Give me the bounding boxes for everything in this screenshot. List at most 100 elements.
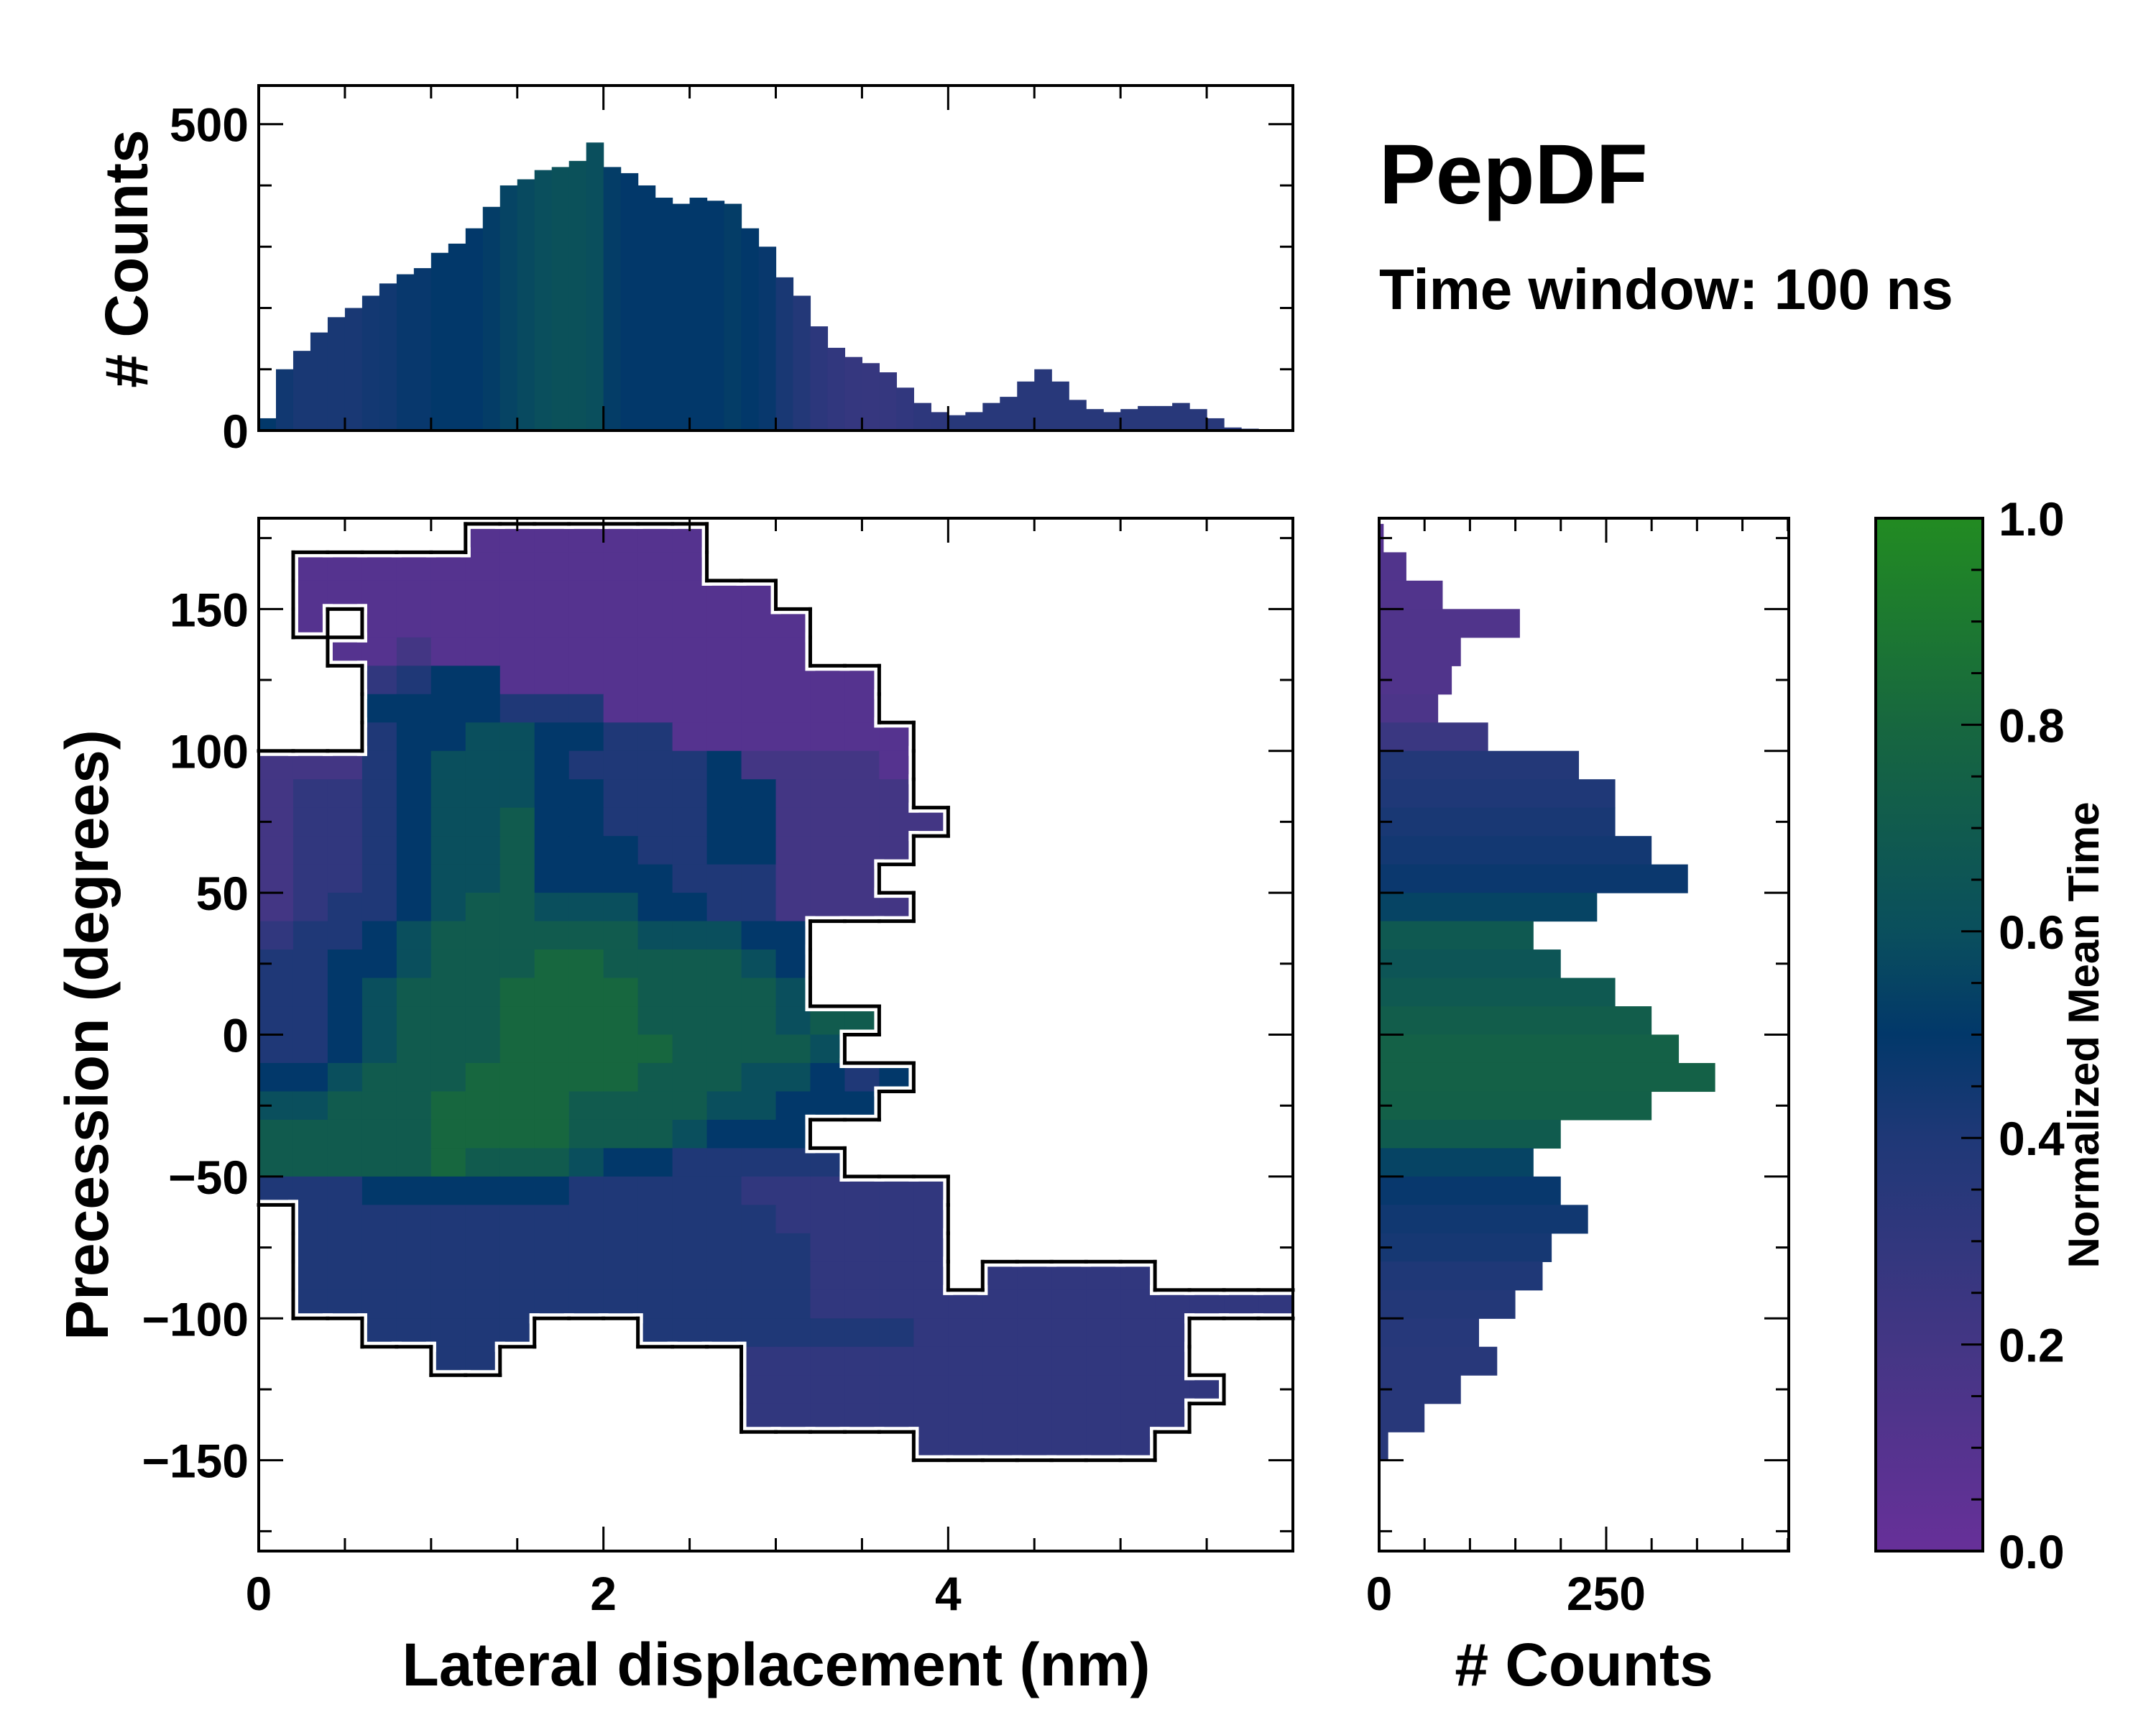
heatmap-cell [465, 580, 501, 610]
histogram-bar [655, 198, 673, 431]
heatmap-cell [534, 779, 570, 809]
heatmap-cell [465, 864, 501, 893]
heatmap-cell [568, 694, 604, 723]
heatmap-cell [1120, 1318, 1156, 1348]
heatmap-cell [775, 1318, 811, 1348]
heatmap-cell [534, 580, 570, 610]
heatmap-cell [775, 1346, 811, 1376]
heatmap-cell [465, 921, 501, 950]
heatmap-cell [879, 1289, 914, 1319]
histogram-bar [259, 418, 277, 431]
heatmap-cell [913, 1346, 949, 1376]
heatmap-cell [706, 1148, 742, 1177]
histogram-bar [1379, 1205, 1588, 1234]
heatmap-cell [672, 580, 708, 610]
histogram-bar [982, 402, 1000, 431]
heatmap-cell [879, 1318, 914, 1348]
heatmap-cell [775, 1062, 811, 1092]
heatmap-cell [499, 978, 535, 1007]
heatmap-cell [396, 1289, 432, 1319]
heatmap-cell [292, 1006, 328, 1036]
heatmap-cell [879, 1205, 914, 1234]
histogram-bar [1379, 1233, 1552, 1262]
axes-frame [1378, 517, 1790, 1552]
heatmap-cell [499, 1119, 535, 1149]
heatmap-cell [672, 1034, 708, 1064]
heatmap-cell [706, 637, 742, 666]
histogram-bar [810, 326, 829, 431]
heatmap-cell [361, 750, 397, 780]
heatmap-cell [534, 921, 570, 950]
heatmap-cell [603, 694, 639, 723]
heatmap-cell [982, 1289, 1018, 1319]
heatmap-cell [637, 580, 673, 610]
heatmap-cell [1051, 1318, 1087, 1348]
histogram-bar [1379, 836, 1652, 865]
heatmap-cell [465, 694, 501, 723]
heatmap-cell [637, 864, 673, 893]
heatmap-cell [361, 666, 397, 695]
heatmap-cell [672, 1261, 708, 1291]
heatmap-cell [499, 836, 535, 865]
histogram-bar [1379, 1176, 1561, 1205]
heatmap-cell [396, 580, 432, 610]
heatmap-cell [396, 722, 432, 752]
heatmap-cell [706, 1233, 742, 1262]
heatmap-cell [913, 1318, 949, 1348]
heatmap-cell [396, 1062, 432, 1092]
heatmap-cell [603, 722, 639, 752]
heatmap-cell [292, 893, 328, 922]
heatmap-cell [706, 978, 742, 1007]
heatmap-cell [430, 949, 466, 979]
heatmap-cell [430, 836, 466, 865]
x-tick-label: 0 [246, 1567, 272, 1620]
heatmap-cell [327, 893, 363, 922]
heatmap-cell [706, 1119, 742, 1149]
heatmap-cell [810, 1261, 846, 1291]
right-histogram: 0 250 [1366, 517, 1790, 1620]
heatmap-cell [327, 1176, 363, 1205]
heatmap-cell [948, 1346, 983, 1376]
heatmap-cell [810, 1289, 846, 1319]
heatmap-cell [396, 1233, 432, 1262]
heatmap-cell [913, 1205, 949, 1234]
heatmap-cell [465, 1006, 501, 1036]
heatmap-cell [775, 1289, 811, 1319]
heatmap-cell [361, 978, 397, 1007]
heatmap-cell [637, 1148, 673, 1177]
histogram-bar [448, 243, 466, 431]
heatmap-cell [775, 1233, 811, 1262]
heatmap-cell [603, 1176, 639, 1205]
heatmap-cell [396, 949, 432, 979]
histogram-bar [1189, 409, 1207, 431]
heatmap-cell [465, 1062, 501, 1092]
heatmap-cell [396, 864, 432, 893]
heatmap-cell [465, 1233, 501, 1262]
heatmap-cell [499, 779, 535, 809]
heatmap-cell [1120, 1403, 1156, 1432]
histogram-bar [1379, 864, 1688, 893]
heatmap-cell [430, 807, 466, 837]
heatmap-cell [327, 1034, 363, 1064]
main-xlabel: Lateral displacement (nm) [402, 1631, 1151, 1698]
histogram-bar [1379, 722, 1488, 752]
y-tick-label: 100 [170, 725, 249, 778]
heatmap-cell [672, 1205, 708, 1234]
heatmap-cell [672, 807, 708, 837]
chart-title: PepDF [1379, 127, 1648, 222]
heatmap-cell [534, 1148, 570, 1177]
heatmap-cell [1051, 1403, 1087, 1432]
heatmap-cell [499, 1205, 535, 1234]
heatmap-cell [637, 552, 673, 581]
heatmap-cell [775, 807, 811, 837]
heatmap-cell [775, 893, 811, 922]
heatmap-cell [396, 978, 432, 1007]
heatmap-cell [534, 836, 570, 865]
heatmap-cell [430, 750, 466, 780]
heatmap-cell [775, 836, 811, 865]
heatmap-cell [361, 1176, 397, 1205]
heatmap-cell [327, 807, 363, 837]
heatmap-cell [361, 722, 397, 752]
heatmap-cell [430, 779, 466, 809]
heatmap-cell [499, 1176, 535, 1205]
